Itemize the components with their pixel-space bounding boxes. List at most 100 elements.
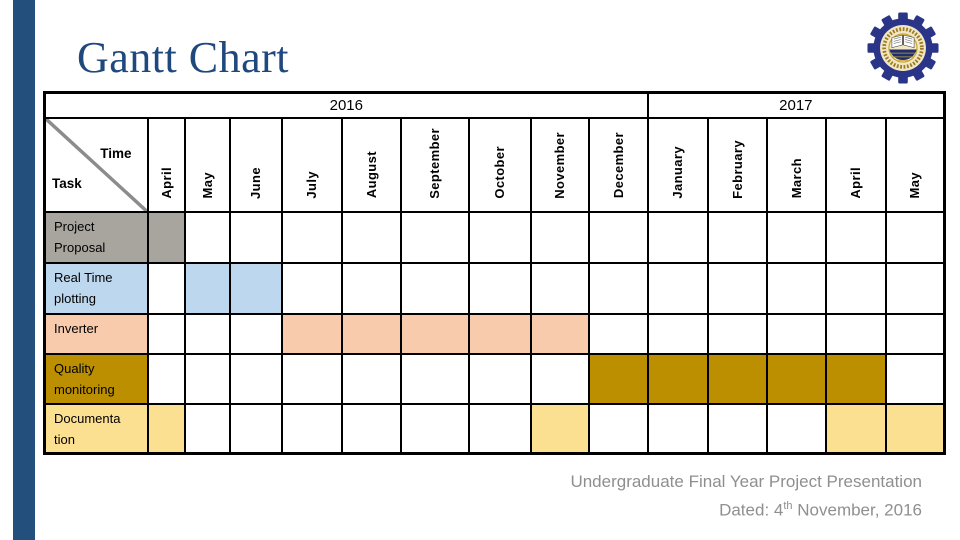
empty-cell <box>824 261 887 315</box>
open-book-icon <box>891 34 915 49</box>
empty-cell <box>280 402 343 455</box>
empty-cell <box>646 210 709 264</box>
month-header: September <box>399 116 470 213</box>
empty-cell <box>765 402 827 455</box>
empty-cell <box>824 210 887 264</box>
month-header: May <box>884 116 946 213</box>
empty-cell <box>146 352 186 405</box>
footer-line1: Undergraduate Final Year Project Present… <box>570 472 922 491</box>
footer-line2: Dated: 4th November, 2016 <box>719 500 922 520</box>
task-row: Project Proposal <box>43 210 946 264</box>
empty-cell <box>765 261 827 315</box>
empty-cell <box>399 352 470 405</box>
month-label: July <box>304 170 319 199</box>
gantt-bar-cell <box>884 402 946 455</box>
empty-cell <box>467 261 532 315</box>
month-label: October <box>492 145 507 199</box>
gantt-bar-cell <box>706 352 768 405</box>
empty-cell <box>399 261 470 315</box>
left-accent-bar <box>13 0 35 540</box>
gantt-bar-cell <box>340 312 402 355</box>
month-label: December <box>610 132 626 199</box>
month-header: December <box>587 116 649 213</box>
empty-cell <box>646 261 709 315</box>
empty-cell <box>529 210 590 264</box>
month-header: August <box>340 116 402 213</box>
gantt-table: 2016 2017 Time Task April May June July August Se… <box>43 91 947 455</box>
gantt-bar-cell <box>399 312 470 355</box>
university-logo-icon <box>867 12 939 84</box>
task-label: Inverter <box>43 312 149 355</box>
task-label: Real Time plotting <box>43 261 149 315</box>
corner-time-label: Time <box>100 145 132 161</box>
empty-cell <box>529 352 590 405</box>
month-label: August <box>363 151 379 199</box>
month-header: May <box>183 116 231 213</box>
empty-cell <box>467 352 532 405</box>
month-label: May <box>199 172 215 199</box>
month-header: March <box>765 116 827 213</box>
year-header-2017: 2017 <box>646 91 946 119</box>
gantt-bar-cell <box>183 261 231 315</box>
empty-cell <box>706 210 768 264</box>
empty-cell <box>183 312 231 355</box>
month-header: July <box>280 116 343 213</box>
empty-cell <box>340 402 402 455</box>
month-label: April <box>848 166 864 199</box>
gantt-bar-cell <box>824 402 887 455</box>
year-header-2016: 2016 <box>43 91 649 119</box>
gantt-bar-cell <box>529 402 590 455</box>
month-header: November <box>529 116 590 213</box>
empty-cell <box>587 261 649 315</box>
task-label: Documentation <box>43 402 149 455</box>
month-label: September <box>427 127 442 199</box>
month-label: March <box>788 158 804 199</box>
ring-text-band <box>882 27 924 69</box>
month-header: June <box>228 116 283 213</box>
corner-task-label: Task <box>52 175 82 191</box>
month-label: November <box>552 131 567 199</box>
month-label: January <box>670 145 686 199</box>
month-label: February <box>729 139 745 199</box>
month-header: February <box>706 116 768 213</box>
task-row: Inverter <box>43 312 946 355</box>
empty-cell <box>228 402 283 455</box>
empty-cell <box>884 210 946 264</box>
empty-cell <box>765 312 827 355</box>
empty-cell <box>706 261 768 315</box>
gantt-bar-cell <box>280 312 343 355</box>
month-label: May <box>907 172 923 199</box>
empty-cell <box>280 352 343 405</box>
empty-cell <box>340 261 402 315</box>
empty-cell <box>587 402 649 455</box>
empty-cell <box>587 312 649 355</box>
month-label: April <box>158 166 174 199</box>
empty-cell <box>824 312 887 355</box>
gantt-bar-cell <box>529 312 590 355</box>
empty-cell <box>529 261 590 315</box>
task-label: Project Proposal <box>43 210 149 264</box>
month-header: April <box>146 116 186 213</box>
empty-cell <box>146 312 186 355</box>
empty-cell <box>399 210 470 264</box>
empty-cell <box>228 352 283 405</box>
gantt-bar-cell <box>646 352 709 405</box>
empty-cell <box>587 210 649 264</box>
gantt-bar-cell <box>146 210 186 264</box>
empty-cell <box>183 402 231 455</box>
month-header: April <box>824 116 887 213</box>
corner-cell: Time Task <box>43 116 149 213</box>
empty-cell <box>884 312 946 355</box>
empty-cell <box>646 402 709 455</box>
month-label: June <box>248 166 263 199</box>
gantt-bar-cell <box>146 402 186 455</box>
water-waves <box>889 49 917 61</box>
empty-cell <box>280 261 343 315</box>
empty-cell <box>340 352 402 405</box>
footer-caption: Undergraduate Final Year Project Present… <box>570 470 922 523</box>
empty-cell <box>884 261 946 315</box>
empty-cell <box>183 210 231 264</box>
empty-cell <box>706 312 768 355</box>
empty-cell <box>765 210 827 264</box>
